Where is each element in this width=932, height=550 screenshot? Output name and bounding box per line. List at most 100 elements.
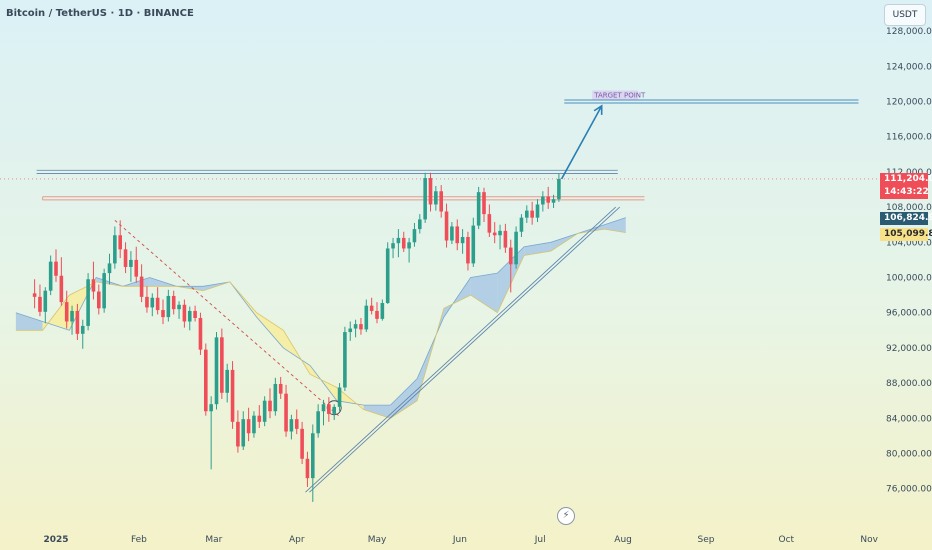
candle-up (166, 295, 171, 318)
candle-up (241, 419, 246, 447)
candle-down (123, 249, 128, 267)
y-tick-label: 80,000.00 (886, 450, 932, 460)
cloud-upper-tag: 106,824.94 (880, 212, 932, 225)
candle-up (262, 400, 267, 422)
x-tick-label: Nov (860, 535, 878, 545)
candle-down (492, 232, 497, 236)
support-trendline (305, 206, 617, 493)
candle-down (59, 275, 64, 303)
x-tick-label: Mar (205, 535, 222, 545)
x-tick-label: Sep (698, 535, 715, 545)
x-tick-label: Feb (131, 535, 147, 545)
y-tick-label: 124,000.00 (886, 62, 932, 72)
candle-down (268, 400, 272, 412)
candle-down (401, 237, 406, 249)
candle-up (391, 243, 395, 249)
candle-up (107, 263, 112, 274)
candle-down (466, 237, 470, 264)
candle-up (311, 433, 315, 479)
y-tick-label: 116,000.00 (886, 133, 932, 143)
candle-up (177, 304, 181, 310)
candle-down (369, 305, 374, 311)
candle-up (551, 199, 556, 203)
candle-up (476, 192, 481, 226)
candle-down (503, 230, 508, 248)
symbol-title: Bitcoin / TetherUS · 1D · BINANCE (6, 8, 194, 19)
y-tick-label: 104,000.00 (886, 238, 932, 248)
candle-down (482, 192, 486, 215)
candle-up (273, 383, 278, 412)
y-tick-label: 128,000.00 (886, 27, 932, 37)
candle-down (220, 337, 224, 393)
candle-up (214, 337, 219, 405)
y-tick-label: 96,000.00 (886, 309, 932, 319)
y-tick-label: 84,000.00 (886, 414, 932, 424)
candle-down (171, 295, 176, 310)
candle-down (139, 276, 144, 297)
candle-up (102, 273, 106, 309)
candle-down (327, 404, 331, 414)
candle-down (444, 211, 449, 241)
candle-down (198, 317, 203, 350)
candle-down (375, 310, 379, 319)
candle-down (546, 196, 550, 203)
candle-up (380, 303, 385, 319)
candle-down (161, 310, 165, 318)
candle-up (43, 290, 48, 312)
candle-up (150, 297, 155, 308)
y-tick-label: 112,000.00 (886, 168, 932, 178)
candle-down (97, 291, 101, 309)
projection-arrow-head (593, 104, 603, 115)
candle-down (32, 293, 37, 297)
candle-down (530, 210, 534, 218)
candle-up (471, 225, 476, 264)
candle-up (498, 230, 502, 236)
y-tick-label: 120,000.00 (886, 98, 932, 108)
candle-up (514, 231, 518, 265)
y-tick-label: 88,000.00 (886, 379, 932, 389)
y-tick-label: 108,000.00 (886, 203, 932, 213)
candle-up (129, 259, 133, 267)
candle-up (113, 235, 117, 264)
candle-down (118, 235, 122, 250)
candle-up (348, 328, 353, 333)
lightning-icon[interactable]: ⚡ (557, 507, 575, 525)
ichimoku-cloud-segment (604, 217, 626, 233)
x-tick-label: Jun (452, 535, 467, 545)
candle-down (284, 393, 288, 432)
candle-down (278, 383, 283, 394)
candle-up (460, 237, 465, 244)
cloud-span-b (15, 228, 626, 419)
cloud-lower-tag: 105,099.89 (880, 228, 932, 241)
candle-down (64, 302, 69, 322)
ichimoku-cloud-segment (15, 312, 43, 331)
y-tick-label: 76,000.00 (886, 485, 932, 495)
countdown-tag: 14:43:22 (880, 186, 929, 199)
x-tick-label: Apr (289, 535, 305, 545)
candle-down (182, 304, 187, 322)
last-price-tag: 111,204.00 (880, 173, 932, 186)
currency-button[interactable]: USDT (884, 4, 926, 26)
y-tick-label: 100,000.00 (886, 274, 932, 284)
target-point-label: TARGET POINT (593, 92, 646, 100)
candle-down (294, 419, 299, 429)
descending-trendline (114, 219, 340, 417)
candle-up (525, 210, 529, 218)
candle-up (289, 419, 294, 432)
candle-down (204, 349, 208, 412)
candle-down (428, 178, 433, 205)
candle-down (487, 214, 492, 233)
candle-down (145, 296, 149, 308)
candle-down (155, 297, 160, 311)
candle-up (337, 387, 342, 407)
candle-up (187, 310, 192, 322)
candle-up (86, 279, 90, 326)
candle-up (353, 324, 358, 329)
ichimoku-cloud-segment (470, 273, 498, 313)
candle-up (70, 310, 74, 322)
candle-down (75, 310, 80, 334)
x-tick-label: May (368, 535, 387, 545)
cloud-span-a (15, 217, 626, 406)
